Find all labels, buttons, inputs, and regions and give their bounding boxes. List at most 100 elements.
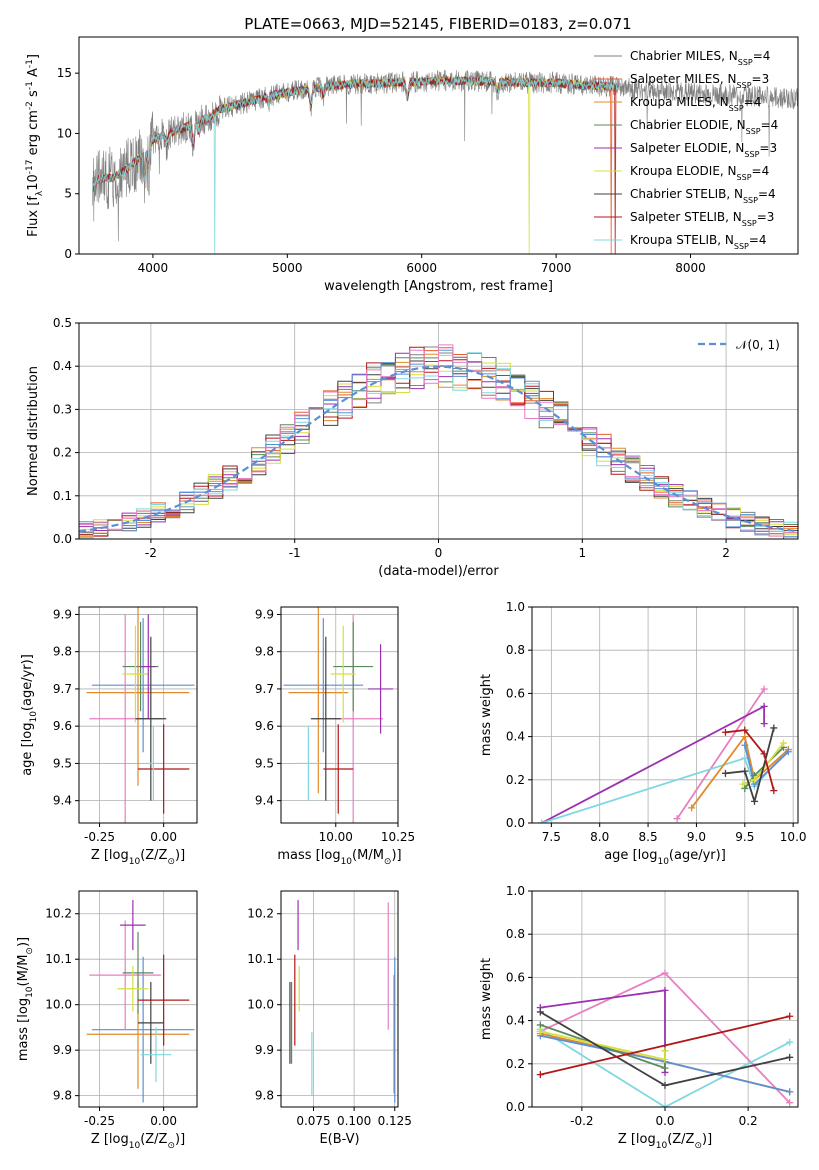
plot-area-mass-weight-vs-Z — [536, 969, 794, 1107]
ytick-label: 9.5 — [255, 756, 274, 770]
xlabel-spectrum: wavelength [Angstrom, rest frame] — [324, 279, 553, 294]
xtick-label: 7000 — [541, 261, 572, 275]
ytick-label: 1.0 — [506, 600, 525, 614]
errorbar-point — [368, 644, 394, 734]
weight-series-line — [725, 727, 775, 805]
xtick-label: 5000 — [272, 261, 303, 275]
xtick-label: 10.00 — [319, 830, 353, 844]
ytick-label: 10.2 — [247, 907, 274, 921]
ytick-label: 9.8 — [255, 645, 274, 659]
errorbar-point — [120, 900, 146, 951]
weight-point-marker — [760, 685, 768, 693]
panel-residuals: -2 -1 0 1 2 0.0 0.1 0.2 0.3 0.4 0.5 (data-model)/er… — [26, 316, 799, 579]
ytick-label: 0.0 — [506, 816, 525, 830]
xtick-label: 10.0 — [780, 830, 807, 844]
xtick-label: 7.5 — [542, 830, 561, 844]
weight-point-marker — [750, 776, 758, 784]
xtick-label: 0.00 — [150, 1114, 177, 1128]
errorbar-point — [91, 956, 195, 1103]
errorbar-point — [138, 724, 190, 814]
panel-age-vs-Z: -0.25 0.00 9.4 9.5 9.6 9.7 9.8 9.9 Z [log10(Z/Z⊙… — [20, 606, 198, 867]
plot-area-age-vs-Z — [86, 607, 195, 823]
weight-point-marker — [760, 750, 768, 758]
weight-point-marker — [784, 748, 792, 756]
xtick-label: -0.2 — [570, 1114, 593, 1128]
weight-point-marker — [536, 1008, 544, 1016]
errorbar-point — [122, 625, 149, 723]
xtick-label: 0.075 — [296, 1114, 330, 1128]
weight-point-marker — [661, 1103, 669, 1107]
plot-area-residuals — [79, 344, 798, 539]
xtick-label: 8.0 — [590, 830, 609, 844]
ytick-label: 1.0 — [506, 884, 525, 898]
weight-point-marker — [673, 815, 681, 823]
ytick-label: 0.6 — [506, 970, 525, 984]
xtick-label: 0.00 — [150, 830, 177, 844]
axes-frame-age-vs-Z — [78, 606, 198, 824]
ytick-label: 0.8 — [506, 643, 525, 657]
ytick-label: 9.8 — [53, 1089, 72, 1103]
ytick-label: 10.1 — [45, 952, 72, 966]
weight-point-marker — [661, 1047, 669, 1055]
plot-area-mass-weight-vs-age — [538, 685, 792, 823]
ytick-label: 9.9 — [255, 1043, 274, 1057]
ylabel-residuals: Normed distribution — [26, 366, 41, 496]
ylabel-mass-weight-vs-age: mass weight — [479, 674, 494, 756]
ytick-label: 0.4 — [506, 1014, 525, 1028]
xtick-label: 4000 — [138, 261, 169, 275]
weight-point-marker — [536, 1027, 544, 1035]
weight-point-marker — [661, 1081, 669, 1089]
ytick-label: 9.4 — [53, 794, 72, 808]
weight-point-marker — [536, 1071, 544, 1079]
panel-mass-vs-EBV: 0.075 0.100 0.125 9.8 9.9 10.0 10.1 10.2 E(B-V) — [247, 890, 412, 1147]
ylabel-age-vs-Z: age [log10(age/yr)] — [20, 654, 39, 776]
ytick-label: 9.7 — [53, 682, 72, 696]
ytick-label: 10.0 — [45, 998, 72, 1012]
axes-frame-mass-vs-EBV — [280, 890, 399, 1108]
plot-area-mass-vs-EBV — [289, 900, 396, 1103]
ylabel-mass-vs-Z: mass [log10(M/M⊙)] — [16, 937, 35, 1061]
xtick-label: 0.0 — [655, 1114, 674, 1128]
xtick-label: -1 — [289, 546, 301, 560]
ytick-label: 5 — [64, 187, 72, 201]
errorbar-point — [89, 920, 162, 1030]
ytick-label: 10.1 — [247, 952, 274, 966]
histogram-series — [79, 344, 798, 539]
ytick-label: 0.1 — [53, 489, 72, 503]
errorbar-point — [117, 966, 149, 1012]
xtick-label: 6000 — [406, 261, 437, 275]
ytick-label: 0.6 — [506, 686, 525, 700]
errorbar-point — [140, 614, 156, 719]
panel-mass-vs-Z: -0.25 0.00 9.8 9.9 10.0 10.1 10.2 Z [log10(Z/Z⊙… — [16, 890, 198, 1151]
weight-point-marker — [741, 726, 749, 734]
ytick-label: 0.4 — [506, 730, 525, 744]
axes-frame-mass-vs-Z — [78, 890, 198, 1108]
errorbar-point — [310, 636, 341, 801]
ytick-label: 9.9 — [53, 1043, 72, 1057]
ytick-label: 9.8 — [255, 1089, 274, 1103]
weight-point-marker — [741, 784, 749, 792]
legend-entry: Kroupa ELODIE, NSSP=4 — [630, 164, 769, 182]
ytick-label: 0.2 — [53, 446, 72, 460]
panel-mass-weight-vs-age: 7.5 8.0 8.5 9.0 9.5 10.0 0.0 0.2 0.4 0.6 0.8 1.0 age… — [479, 600, 807, 867]
xtick-label: 9.5 — [735, 830, 754, 844]
legend-entry: Chabrier STELIB, NSSP=4 — [630, 187, 776, 205]
xtick-label: -2 — [145, 546, 157, 560]
errorbar-point — [295, 726, 321, 801]
ytick-label: 15 — [57, 66, 72, 80]
xlabel-mass-weight-vs-age: age [log10(age/yr)] — [604, 848, 726, 867]
ytick-label: 10.2 — [45, 907, 72, 921]
xtick-label: 8.5 — [639, 830, 658, 844]
ylabel-spectrum: Flux [fλ10-17 erg cm-2 s-1 A-1] — [25, 54, 45, 237]
ytick-label: 0.0 — [506, 1100, 525, 1114]
weight-point-marker — [661, 969, 669, 977]
panel-spectrum: 4000 5000 6000 7000 8000 0 5 10 15 wavelength [An… — [25, 36, 799, 294]
weight-point-marker — [760, 702, 768, 710]
xtick-label: 0.2 — [739, 1114, 758, 1128]
ytick-label: 9.8 — [53, 645, 72, 659]
plot-area-age-vs-mass — [283, 607, 394, 823]
normal-reference-curve — [79, 365, 798, 533]
errorbar-point — [330, 625, 356, 723]
errorbar-point — [138, 981, 164, 1064]
